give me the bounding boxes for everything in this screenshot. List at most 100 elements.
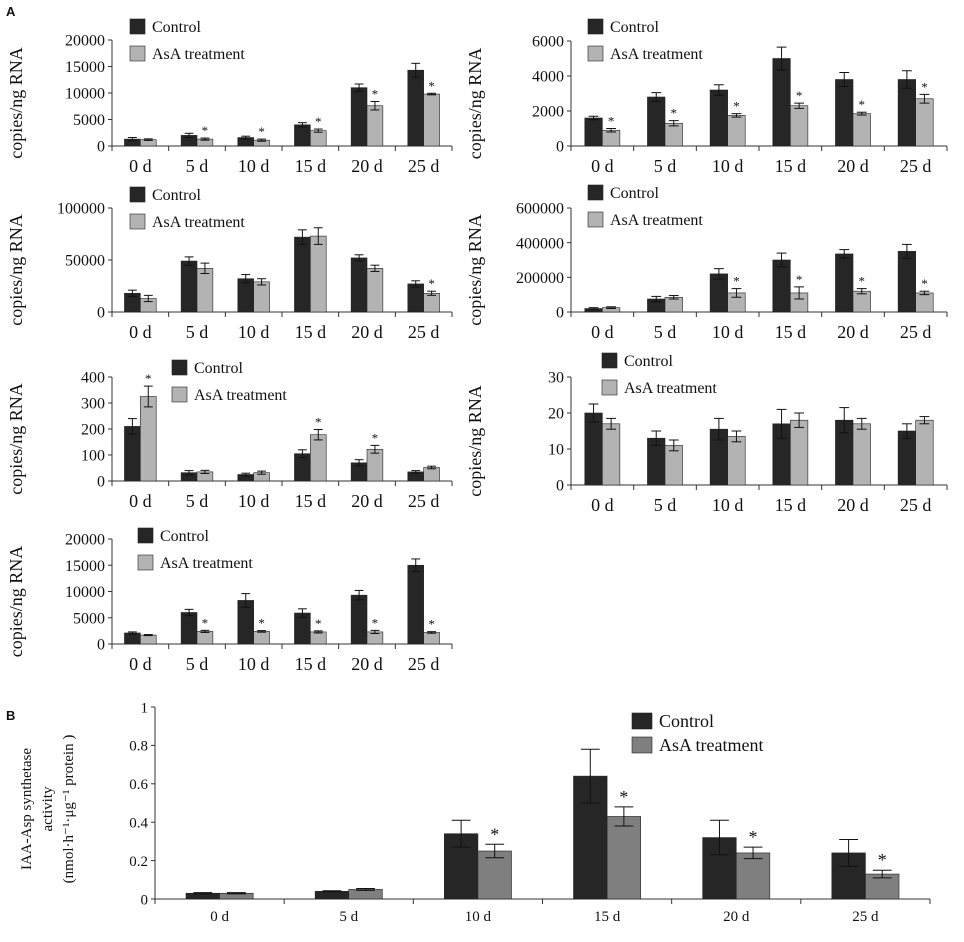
bar-control xyxy=(647,96,666,147)
significance-marker: * xyxy=(796,88,803,103)
significance-marker: * xyxy=(921,276,928,291)
bar-asa xyxy=(852,423,871,486)
bar-asa xyxy=(253,631,270,645)
bar-asa xyxy=(852,290,871,313)
x-tick-label: 0 d xyxy=(129,491,152,511)
bar-control xyxy=(294,236,311,313)
x-tick-label: 20 d xyxy=(351,491,383,511)
x-tick-label: 0 d xyxy=(129,156,152,176)
legend-swatch-control xyxy=(137,527,154,544)
y-tick-label: 2000 xyxy=(532,104,564,121)
x-tick-label: 25 d xyxy=(408,156,440,176)
bar-asa xyxy=(196,268,214,313)
y-axis-title-line: IAA-Asp synthetase xyxy=(19,748,35,870)
chart-a7: 0 5000 10000 15000 20000 0 d 5 d 10 d 15 d 20 d 25… xyxy=(6,527,453,674)
x-tick-label: 25 d xyxy=(408,322,440,342)
x-tick-label: 25 d xyxy=(900,495,932,515)
x-tick-label: 15 d xyxy=(775,322,807,342)
significance-marker: * xyxy=(859,97,866,112)
significance-marker: * xyxy=(315,114,322,129)
x-tick-label: 0 d xyxy=(129,654,152,674)
y-axis-title-line: (nmol·h⁻¹·μg⁻¹ protein ) xyxy=(61,735,77,884)
significance-marker: * xyxy=(315,616,322,631)
bar-control xyxy=(180,260,198,313)
bar-asa xyxy=(602,129,621,147)
x-tick-label: 20 d xyxy=(723,909,750,925)
bar-asa xyxy=(140,634,157,645)
y-tick-label: 0 xyxy=(97,474,105,491)
y-tick-label: 600000 xyxy=(516,201,564,218)
bar-control xyxy=(237,278,254,313)
y-tick-label: 6000 xyxy=(532,34,564,51)
chart-a1: 0 5000 10000 15000 20000 0 d 5 d 10 d 15 d 20 d 25… xyxy=(6,18,453,176)
bar-asa xyxy=(664,445,683,486)
x-tick-label: 25 d xyxy=(900,156,932,176)
x-tick-label: 15 d xyxy=(775,495,807,515)
significance-marker: * xyxy=(372,615,379,630)
y-axis-title: copies/ng RNA xyxy=(465,385,485,497)
legend-swatch-control xyxy=(631,712,653,730)
x-tick-label: 20 d xyxy=(351,156,383,176)
bar-asa xyxy=(423,292,440,313)
x-tick-label: 15 d xyxy=(295,491,327,511)
bar-asa xyxy=(310,631,327,645)
significance-marker: * xyxy=(315,415,322,430)
y-tick-label: 0 xyxy=(97,637,105,654)
significance-marker: * xyxy=(372,430,379,445)
significance-marker: * xyxy=(608,114,615,129)
bar-asa xyxy=(477,850,512,900)
significance-marker: * xyxy=(733,274,740,289)
legend-label-asa: AsA treatment xyxy=(194,387,287,404)
chart-a6: 0 10 20 30 0 d 5 d 10 d 15 d 20 d 25 d Control AsA … xyxy=(465,352,948,515)
bar-control xyxy=(180,612,198,645)
bar-asa xyxy=(310,235,327,313)
significance-marker: * xyxy=(733,99,740,114)
bar-control xyxy=(709,89,728,147)
legend-swatch-control xyxy=(601,352,618,369)
bar-asa xyxy=(727,115,746,147)
x-tick-label: 25 d xyxy=(900,322,932,342)
y-tick-label: 5000 xyxy=(73,112,105,129)
y-tick-label: 50000 xyxy=(65,253,105,270)
y-tick-label: 0.2 xyxy=(129,854,148,870)
x-tick-label: 10 d xyxy=(712,495,744,515)
legend-swatch-asa xyxy=(129,213,146,230)
bar-control xyxy=(709,273,728,313)
significance-marker: * xyxy=(878,850,887,870)
y-tick-label: 400000 xyxy=(516,235,564,252)
bar-asa xyxy=(790,105,809,147)
x-tick-label: 0 d xyxy=(129,322,152,342)
x-tick-label: 10 d xyxy=(238,654,270,674)
y-tick-label: 4000 xyxy=(532,69,564,86)
legend-label-control: Control xyxy=(659,711,714,731)
bar-asa xyxy=(606,816,641,900)
legend-swatch-control xyxy=(587,184,604,201)
legend-swatch-asa xyxy=(171,386,188,403)
panel-label-a: A xyxy=(6,4,16,19)
chart-a4: 0 200000 400000 600000 0 d 5 d 10 d 15 d 20 d 25 … xyxy=(465,184,948,342)
bar-asa xyxy=(310,130,327,147)
x-tick-label: 15 d xyxy=(295,322,327,342)
y-tick-label: 200000 xyxy=(516,270,564,287)
x-tick-label: 20 d xyxy=(837,322,869,342)
legend-label-asa: AsA treatment xyxy=(160,555,253,572)
bar-control xyxy=(584,412,603,486)
bar-asa xyxy=(735,852,771,900)
legend-label-control: Control xyxy=(160,528,209,545)
y-tick-label: 400 xyxy=(81,370,105,387)
bar-asa xyxy=(852,113,871,147)
y-tick-label: 0 xyxy=(97,305,105,322)
significance-marker: * xyxy=(202,615,209,630)
x-tick-label: 0 d xyxy=(591,156,614,176)
significance-marker: * xyxy=(749,827,758,847)
x-tick-label: 5 d xyxy=(186,654,209,674)
y-tick-label: 10000 xyxy=(65,584,105,601)
legend-label-asa: AsA treatment xyxy=(610,212,703,229)
bar-asa xyxy=(366,268,384,313)
y-axis-title: copies/ng RNA xyxy=(6,47,26,159)
legend-label-asa: AsA treatment xyxy=(152,214,245,231)
legend-swatch-asa xyxy=(129,45,146,62)
significance-marker: * xyxy=(372,86,379,101)
y-tick-label: 15000 xyxy=(65,59,105,76)
bar-asa xyxy=(423,467,440,482)
